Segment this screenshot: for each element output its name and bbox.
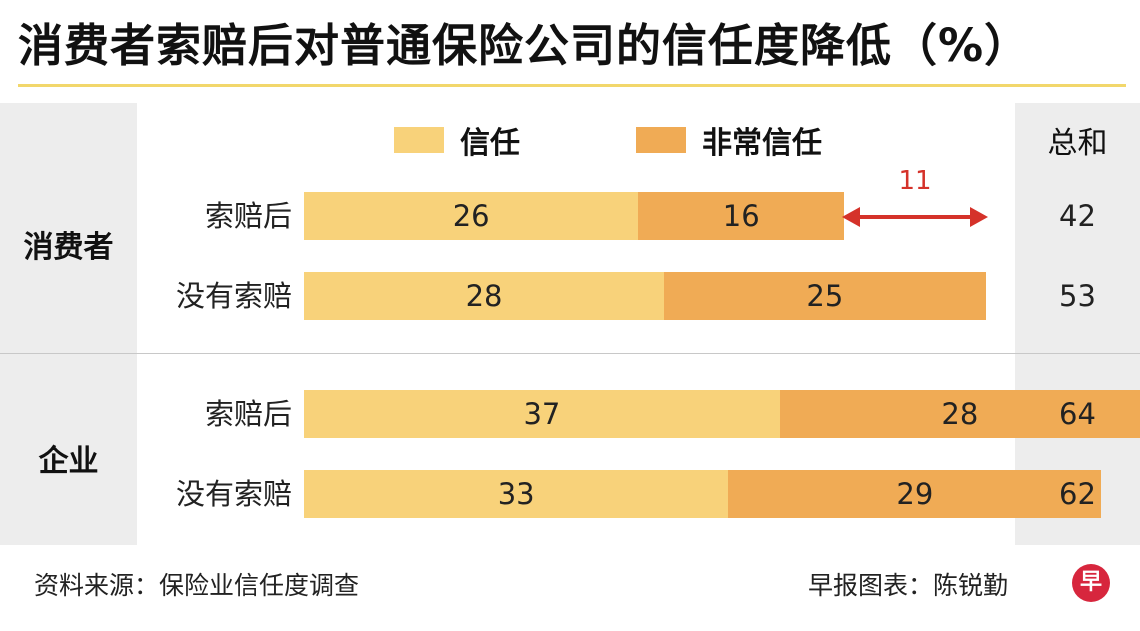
total-value: 62 xyxy=(1059,477,1096,511)
legend-label-trust: 信任 xyxy=(460,126,520,161)
row-label-business-no-claim: 没有索赔 xyxy=(175,477,292,511)
difference-double-arrow-icon xyxy=(842,207,988,227)
chart-title-unit: （%） xyxy=(892,19,1031,72)
legend-label-high-trust: 非常信任 xyxy=(702,126,822,161)
group-divider xyxy=(0,353,1140,354)
title-underline xyxy=(18,84,1126,87)
legend-swatch-trust xyxy=(394,127,444,153)
source-note: 资料来源：保险业信任度调查 xyxy=(34,571,360,600)
bar-segment-high-trust: 28 xyxy=(779,390,1140,438)
zaobao-logo-icon: 早 xyxy=(1072,564,1110,602)
chart-credit: 早报图表：陈锐勤 xyxy=(808,571,1009,600)
bar-segment-high-trust: 25 xyxy=(664,272,986,320)
chart-title-text: 消费者索赔后对普通保险公司的信任度降低 xyxy=(18,19,893,72)
group-label-panel xyxy=(0,103,137,545)
bar-segment-trust: 26 xyxy=(304,192,639,240)
total-value: 53 xyxy=(1059,279,1096,313)
row-label-business-after-claim: 索赔后 xyxy=(204,397,292,431)
difference-annotation-label: 11 xyxy=(898,166,932,196)
legend-swatch-high-trust xyxy=(636,127,686,153)
group-label-consumer: 消费者 xyxy=(23,230,114,265)
total-value: 42 xyxy=(1059,199,1096,233)
chart-title: 消费者索赔后对普通保险公司的信任度降低（%） xyxy=(18,18,1128,74)
bar-segment-trust: 28 xyxy=(304,272,665,320)
total-column-header: 总和 xyxy=(1047,126,1108,161)
bar-segment-high-trust: 29 xyxy=(728,470,1102,518)
bar-segment-trust: 33 xyxy=(304,470,729,518)
bar-segment-high-trust: 16 xyxy=(638,192,845,240)
row-label-consumer-no-claim: 没有索赔 xyxy=(175,279,292,313)
group-label-business: 企业 xyxy=(38,444,99,479)
total-value: 64 xyxy=(1059,397,1096,431)
bar-segment-trust: 37 xyxy=(304,390,780,438)
row-label-consumer-after-claim: 索赔后 xyxy=(204,199,292,233)
